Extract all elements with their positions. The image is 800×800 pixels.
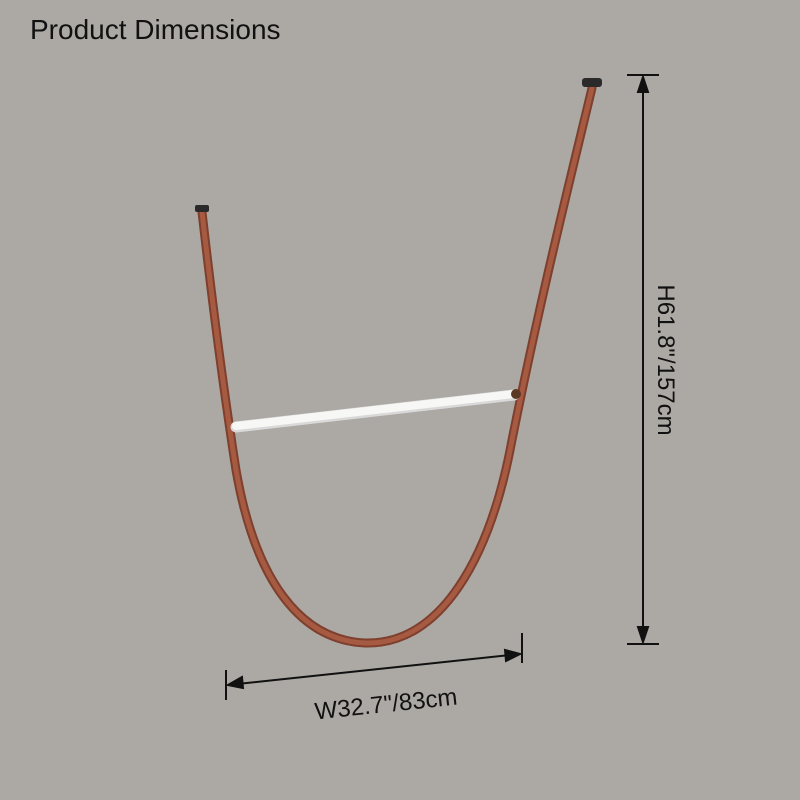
mount-left: [195, 205, 209, 212]
arrowhead: [225, 675, 245, 690]
lamp: [195, 78, 602, 648]
width-line: [227, 653, 521, 686]
strap: [199, 85, 595, 646]
title: Product Dimensions: [30, 14, 281, 45]
width-dimension: [225, 633, 523, 700]
height-label: H61.8"/157cm: [652, 284, 679, 435]
bar-end: [511, 389, 521, 399]
arrowhead: [503, 648, 523, 663]
arrowhead: [636, 73, 650, 93]
light-bar: [232, 390, 518, 430]
arrowhead: [636, 626, 650, 646]
mount-right: [582, 78, 602, 87]
height-dimension: [627, 73, 659, 646]
